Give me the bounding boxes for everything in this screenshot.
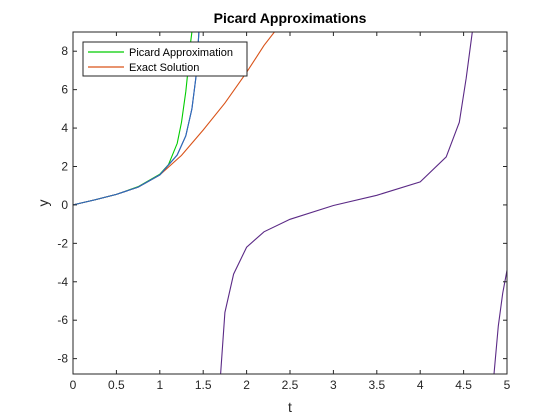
x-tick-label: 1 bbox=[156, 378, 163, 392]
y-tick-label: 6 bbox=[61, 83, 68, 97]
y-tick-label: -2 bbox=[57, 236, 68, 250]
y-tick-label: -8 bbox=[57, 352, 68, 366]
y-axis-label: y bbox=[35, 200, 51, 207]
x-tick-label: 0 bbox=[70, 378, 77, 392]
legend-box bbox=[82, 41, 248, 77]
x-tick-label: 4 bbox=[417, 378, 424, 392]
x-tick-label: 4.5 bbox=[455, 378, 472, 392]
x-tick-label: 3.5 bbox=[368, 378, 385, 392]
x-tick-label: 5 bbox=[504, 378, 511, 392]
legend-label-picard: Picard Approximation bbox=[129, 47, 233, 59]
legend-label-exact: Exact Solution bbox=[129, 62, 199, 74]
x-axis-label: t bbox=[288, 399, 292, 415]
series-layer bbox=[73, 32, 507, 374]
x-tick-label: 0.5 bbox=[108, 378, 125, 392]
chart-title: Picard Approximations bbox=[214, 10, 367, 26]
x-tick-label: 3 bbox=[330, 378, 337, 392]
y-tick-label: 2 bbox=[61, 159, 68, 173]
x-tick-label: 2 bbox=[243, 378, 250, 392]
x-tick-label: 1.5 bbox=[195, 378, 212, 392]
y-tick-label: -6 bbox=[57, 313, 68, 327]
y-tick-label: 8 bbox=[61, 44, 68, 58]
y-tick-label: 4 bbox=[61, 121, 68, 135]
y-tick-label: 0 bbox=[61, 198, 68, 212]
series-line-5 bbox=[73, 32, 200, 206]
plot-area bbox=[73, 32, 507, 374]
y-tick-label: -4 bbox=[57, 275, 68, 289]
legend: Picard Approximation Exact Solution bbox=[82, 41, 248, 77]
x-tick-label: 2.5 bbox=[282, 378, 299, 392]
series-line-3 bbox=[220, 32, 473, 374]
tick-layer: 0 0.5 1 1.5 2 2.5 3 3.5 4 4.5 5 -8 -6 -4 -2 0 2 4 6 8 bbox=[57, 32, 511, 392]
